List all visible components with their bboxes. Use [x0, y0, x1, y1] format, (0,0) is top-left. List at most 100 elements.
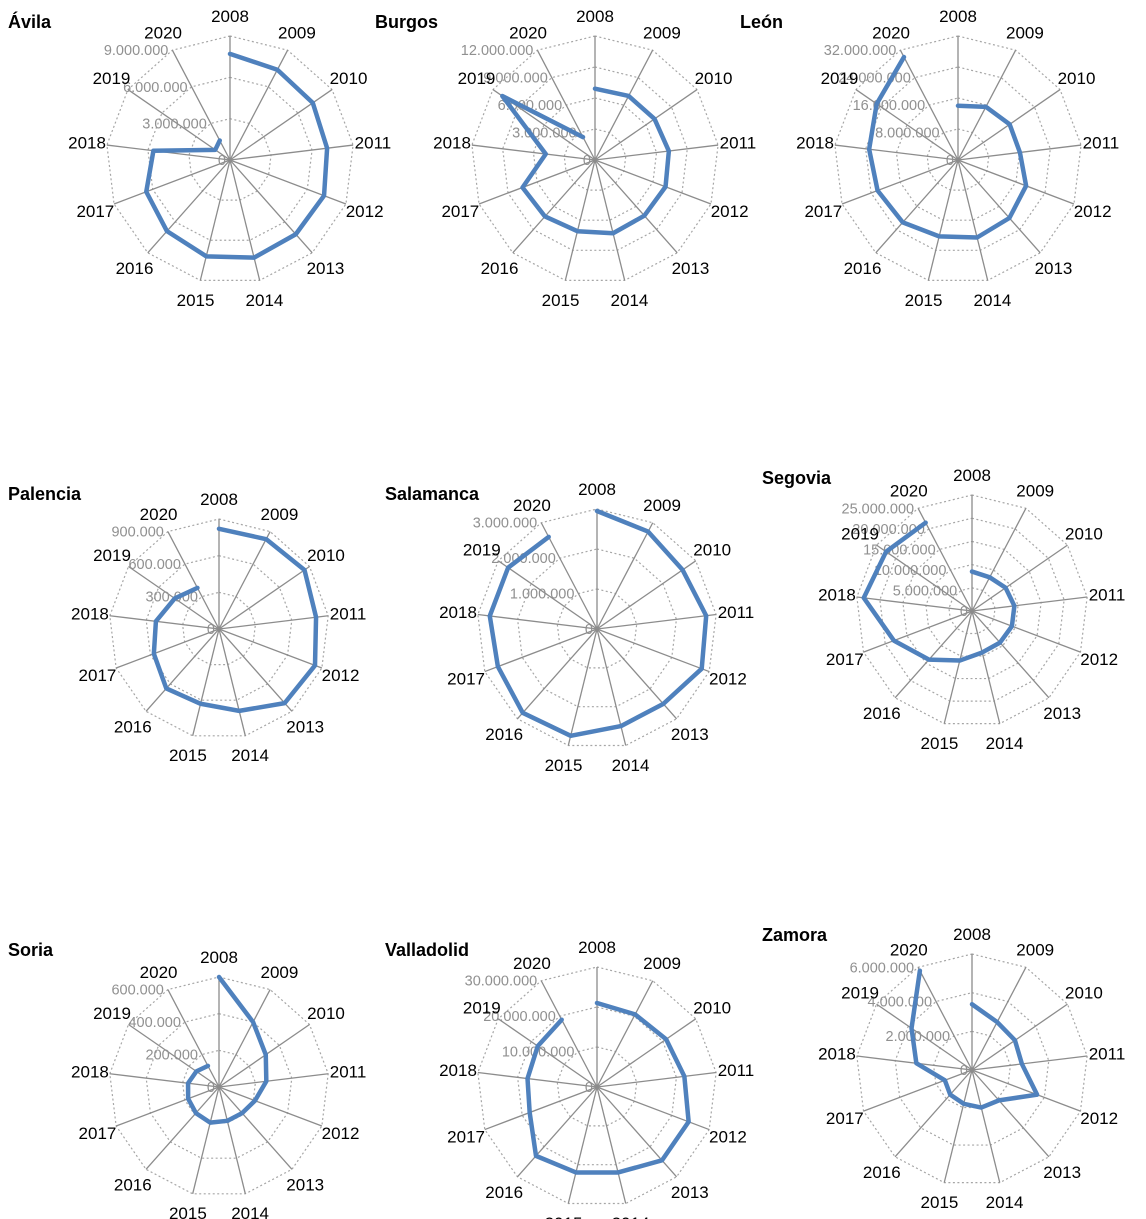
category-label: 2011 — [330, 604, 367, 623]
spoke-2014 — [218, 1086, 246, 1194]
spoke-2009 — [971, 966, 1027, 1071]
radar-chart-valladolid: 0 10.000.000 20.000.000 30.000.000 2008 2009 2… — [385, 938, 754, 1219]
category-label: 2018 — [818, 1045, 856, 1064]
category-label: 2011 — [1083, 134, 1120, 153]
category-label: 2016 — [116, 259, 154, 278]
category-label: 2018 — [71, 604, 109, 623]
chart-title: Soria — [8, 940, 54, 960]
spoke-2013 — [218, 628, 293, 712]
grid-ring — [856, 494, 1088, 725]
category-label: 2010 — [693, 998, 731, 1017]
spoke-2015 — [192, 1086, 220, 1194]
spoke-2013 — [957, 159, 1041, 254]
category-label: 2020 — [140, 505, 178, 524]
radar-chart-salamanca: 0 1.000.000 2.000.000 3.000.000 2008 2009 2010… — [385, 480, 754, 775]
spoke-2019 — [497, 560, 598, 630]
category-label: 2016 — [114, 717, 152, 736]
radar-chart-avila: 0 3.000.000 6.000.000 9.000.000 2008 2009 2010… — [8, 7, 391, 310]
spoke-2011 — [218, 1073, 329, 1088]
category-label: 2013 — [671, 1183, 709, 1202]
spoke-2009 — [596, 980, 654, 1088]
category-label: 2012 — [709, 670, 747, 689]
category-label: 2008 — [200, 490, 238, 509]
spoke-2016 — [145, 628, 220, 712]
spoke-2019 — [855, 89, 959, 161]
tick-label: 12.000.000 — [461, 43, 534, 59]
spoke-2018 — [471, 144, 596, 161]
category-label: 2019 — [93, 1004, 131, 1023]
category-label: 2011 — [718, 603, 755, 622]
category-label: 2011 — [720, 134, 757, 153]
category-label: 2017 — [79, 666, 117, 685]
spoke-2020 — [536, 49, 596, 161]
category-label: 2019 — [93, 546, 131, 565]
category-label: 2009 — [1016, 482, 1054, 501]
grid-ring — [532, 97, 658, 221]
spoke-2009 — [596, 522, 654, 630]
spoke-2012 — [596, 628, 710, 673]
category-label: 2014 — [231, 746, 269, 765]
category-label: 2017 — [826, 1109, 864, 1128]
spoke-2013 — [594, 159, 678, 254]
category-label: 2008 — [939, 7, 977, 26]
category-label: 2014 — [231, 1204, 269, 1219]
tick-label: 16.000.000 — [853, 98, 926, 114]
chart-title: Valladolid — [385, 940, 469, 960]
spoke-2012 — [218, 628, 323, 669]
category-label: 2015 — [177, 291, 215, 310]
category-label: 2014 — [986, 734, 1024, 753]
spoke-2012 — [594, 159, 712, 205]
spoke-2010 — [596, 560, 697, 630]
category-label: 2010 — [1058, 69, 1096, 88]
tick-label: 10.000.000 — [502, 1045, 575, 1061]
spoke-2020 — [540, 522, 598, 630]
tick-label: 0 — [960, 604, 968, 620]
spoke-2014 — [957, 159, 989, 281]
spoke-2011 — [218, 615, 329, 630]
radar-chart-leon: 08.000.00016.000.00024.000.00032.000.000… — [740, 7, 1119, 310]
tick-label: 30.000.000 — [465, 974, 538, 990]
radar-chart-palencia: 0300.000600.000900.000200820092010201120… — [8, 484, 366, 765]
category-label: 2020 — [872, 23, 910, 42]
spoke-2019 — [128, 1023, 220, 1088]
tick-label: 2.000.000 — [886, 1029, 951, 1045]
category-label: 2016 — [485, 725, 523, 744]
category-label: 2008 — [578, 938, 616, 957]
spoke-2018 — [109, 1073, 220, 1088]
spoke-2009 — [218, 531, 271, 630]
category-label: 2020 — [144, 23, 182, 42]
spoke-2020 — [540, 980, 598, 1088]
spoke-2015 — [943, 610, 973, 724]
series-line — [525, 1000, 691, 1175]
tick-label: 0 — [583, 153, 591, 169]
grid-ring — [894, 992, 1050, 1146]
category-label: 2016 — [863, 1163, 901, 1182]
category-label: 2020 — [890, 941, 928, 960]
spoke-2015 — [927, 159, 959, 281]
category-label: 2019 — [463, 998, 501, 1017]
category-label: 2013 — [286, 717, 324, 736]
category-label: 2014 — [612, 1214, 650, 1219]
grid-ring — [477, 508, 717, 747]
chart-title: León — [740, 12, 783, 32]
category-label: 2008 — [211, 7, 249, 26]
category-label: 2017 — [804, 202, 842, 221]
category-label: 2012 — [1080, 650, 1118, 669]
spoke-2011 — [596, 1071, 717, 1088]
tick-label: 0 — [585, 1080, 593, 1096]
spoke-2013 — [971, 1069, 1050, 1158]
radar-chart-burgos: 03.000.0006.000.0009.000.00012.000.00020… — [375, 7, 756, 310]
category-label: 2019 — [463, 540, 501, 559]
category-label: 2013 — [1043, 1163, 1081, 1182]
category-label: 2009 — [1006, 23, 1044, 42]
category-label: 2013 — [671, 725, 709, 744]
tick-label: 400.000 — [128, 1015, 180, 1031]
category-label: 2015 — [545, 1214, 583, 1219]
category-label: 2008 — [578, 480, 616, 499]
category-label: 2013 — [307, 259, 345, 278]
category-label: 2012 — [1074, 202, 1112, 221]
category-label: 2018 — [71, 1062, 109, 1081]
spoke-2014 — [218, 628, 246, 736]
category-label: 2020 — [513, 954, 551, 973]
spoke-2009 — [218, 989, 271, 1088]
